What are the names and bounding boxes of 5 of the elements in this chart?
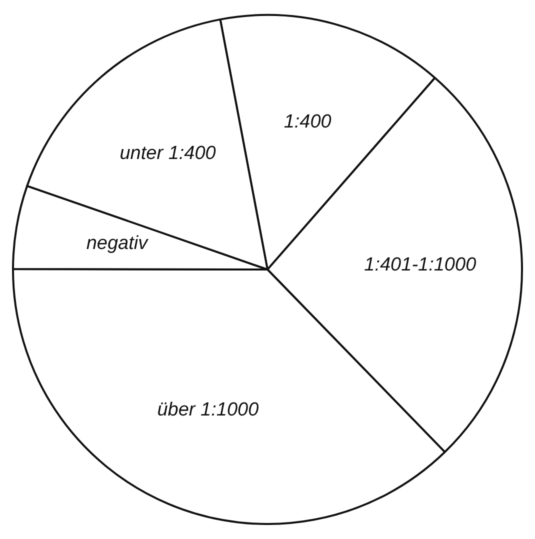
slice-label: negativ [86,233,150,254]
slice-label: 1:400 [284,111,332,132]
slice-label: 1:401-1:1000 [364,254,477,276]
slice-label: unter 1:400 [120,143,216,164]
slice-label: über 1:1000 [157,399,260,420]
